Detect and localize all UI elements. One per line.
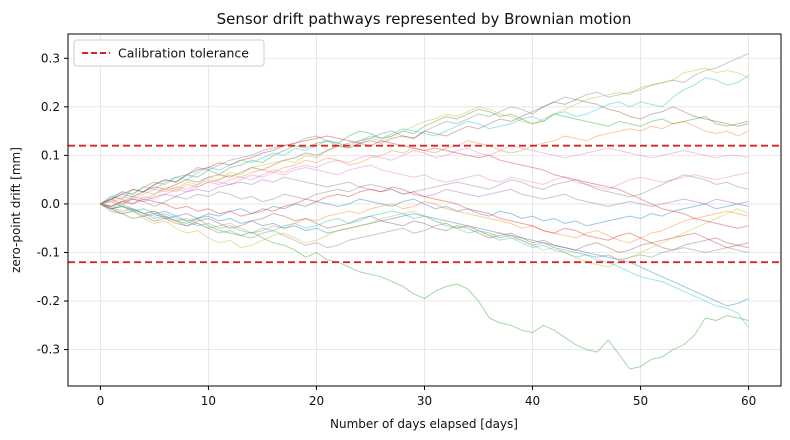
x-tick-label-3: 30	[417, 394, 432, 408]
drift-path-13	[100, 198, 749, 244]
drift-path-5	[100, 74, 749, 205]
drift-path-3	[100, 108, 749, 205]
y-tick-label-0: -0.3	[37, 343, 60, 357]
x-axis-ticks: 0 10 20 30 40 50 60	[97, 386, 756, 408]
drift-path-8	[100, 145, 749, 205]
plot-grid	[68, 34, 781, 386]
x-axis-label: Number of days elapsed [days]	[330, 417, 518, 431]
y-tick-label-5: 0.2	[41, 100, 60, 114]
drift-path-17	[100, 203, 749, 307]
x-tick-label-1: 10	[201, 394, 216, 408]
drift-path-10	[100, 176, 749, 207]
x-tick-label-0: 0	[97, 394, 105, 408]
drift-path-4	[100, 67, 749, 207]
legend-box	[73, 39, 265, 67]
drift-path-19	[100, 203, 749, 268]
x-tick-label-5: 50	[633, 394, 648, 408]
drift-path-15	[100, 203, 749, 253]
y-tick-label-1: -0.2	[37, 294, 60, 308]
y-tick-label-4: 0.1	[41, 148, 60, 162]
drift-path-9	[100, 164, 749, 205]
drift-path-1	[100, 203, 749, 370]
drift-path-7	[100, 120, 749, 207]
legend-label-calibration-tolerance: Calibration tolerance	[118, 46, 249, 61]
drift-path-11	[100, 174, 749, 210]
x-tick-label-2: 20	[309, 394, 324, 408]
y-axis-label: zero-point drift [mm]	[9, 147, 23, 273]
y-tick-label-2: -0.1	[37, 245, 60, 259]
drift-path-14	[100, 186, 749, 249]
y-tick-label-3: 0.0	[41, 197, 60, 211]
legend: Calibration tolerance	[73, 39, 265, 67]
drift-path-18	[100, 201, 750, 328]
chart-title: Sensor drift pathways represented by Bro…	[217, 10, 632, 28]
drift-path-16	[100, 203, 749, 261]
drift-path-2	[100, 52, 749, 205]
drift-path-20	[100, 135, 749, 229]
y-tick-label-6: 0.3	[41, 51, 60, 65]
y-axis-ticks: -0.3 -0.2 -0.1 0.0 0.1 0.2 0.3	[37, 51, 68, 357]
drift-path-6	[100, 99, 749, 205]
x-tick-label-6: 60	[741, 394, 756, 408]
x-tick-label-4: 40	[525, 394, 540, 408]
plot-thresholds	[68, 144, 781, 264]
plot-series	[100, 52, 750, 370]
drift-path-12	[100, 198, 749, 227]
